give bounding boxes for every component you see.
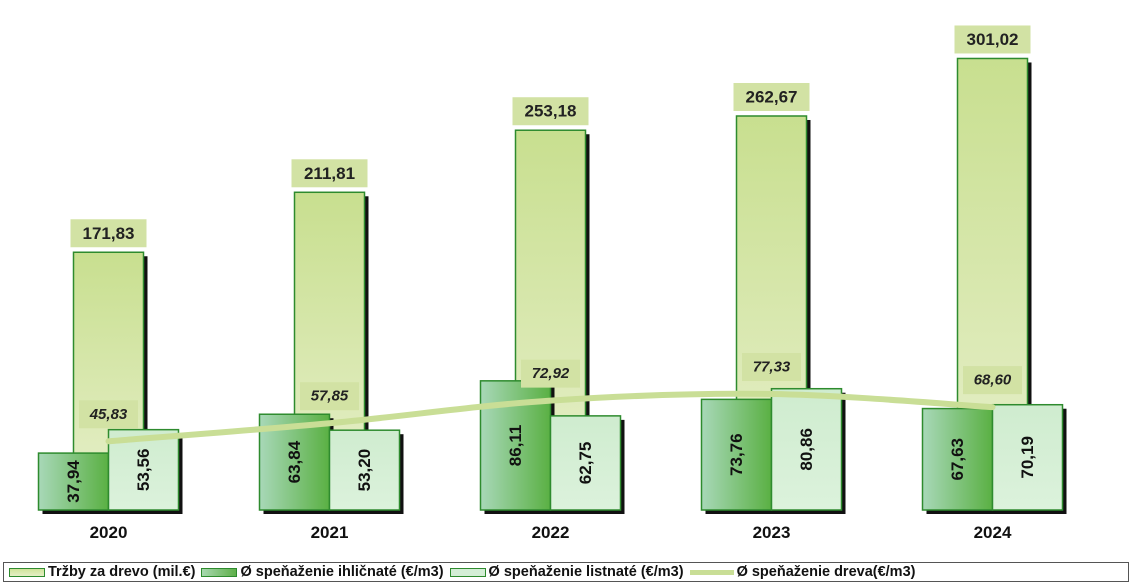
legend-swatch-ihlicnate xyxy=(201,567,238,577)
data-label-ihlicnate-2022: 86,11 xyxy=(506,425,525,467)
bar-ihlicnate-2024 xyxy=(921,407,994,511)
data-label-dreva-2021: 57,85 xyxy=(311,388,349,405)
data-label-ihlicnate-2024: 67,63 xyxy=(948,438,967,481)
data-label-trzby-2022: 253,18 xyxy=(525,102,577,121)
data-label-ihlicnate-2021: 63,84 xyxy=(285,440,304,483)
x-tick-2022: 2022 xyxy=(532,523,570,542)
legend-label-ihlicnate: Ø speňaženie ihličnaté (€/m3) xyxy=(240,564,444,580)
legend-label-dreva: Ø speňaženie dreva(€/m3) xyxy=(736,564,916,580)
legend-item-dreva: Ø speňaženie dreva(€/m3) xyxy=(689,564,916,580)
data-label-ihlicnate-2023: 73,76 xyxy=(727,433,746,476)
data-label-dreva-2021-box xyxy=(300,382,359,411)
data-label-trzby-2020: 171,83 xyxy=(83,224,135,243)
data-label-trzby-2021-box xyxy=(291,159,368,188)
bar-listnate-2022 xyxy=(549,415,622,511)
data-label-trzby-2022-box xyxy=(512,97,589,126)
data-label-dreva-2024: 68,60 xyxy=(974,372,1012,389)
legend-item-listnate: Ø speňaženie listnaté (€/m3) xyxy=(449,564,684,580)
data-label-trzby-2024: 301,02 xyxy=(967,30,1019,49)
legend-label-listnate: Ø speňaženie listnaté (€/m3) xyxy=(488,564,684,580)
bar-listnate-2024 xyxy=(991,403,1064,511)
bar-ihlicnate-2023 xyxy=(700,398,773,511)
legend-item-trzby: Tržby za drevo (mil.€) xyxy=(9,564,195,580)
data-label-dreva-2024-box xyxy=(963,366,1022,395)
series-spenazenie-dreva-line xyxy=(105,390,996,445)
bar-listnate-2023 xyxy=(770,387,843,511)
bar-ihlicnate-2020 xyxy=(37,452,110,511)
x-axis-ticks: 2020 2021 2022 2023 2024 xyxy=(90,523,1012,542)
data-label-dreva-2022: 72,92 xyxy=(532,365,570,382)
data-label-dreva-2022-box xyxy=(521,359,580,388)
legend: Tržby za drevo (mil.€) Ø speňaženie ihli… xyxy=(3,562,1129,582)
data-label-listnate-2022: 62,75 xyxy=(576,442,595,485)
data-label-trzby-2021: 211,81 xyxy=(304,164,355,183)
data-label-dreva-2023-box xyxy=(742,353,801,382)
bar-listnate-2021 xyxy=(328,429,401,511)
legend-item-ihlicnate: Ø speňaženie ihličnaté (€/m3) xyxy=(201,564,444,580)
data-label-listnate-2023: 80,86 xyxy=(797,428,816,471)
x-tick-2021: 2021 xyxy=(311,523,349,542)
x-tick-2023: 2023 xyxy=(753,523,791,542)
data-label-dreva-2023: 77,33 xyxy=(753,359,791,376)
data-label-dreva-2020-box xyxy=(79,400,138,429)
data-label-listnate-2020: 53,56 xyxy=(134,449,153,492)
legend-swatch-listnate xyxy=(449,567,486,577)
data-label-trzby-2023-box xyxy=(733,82,810,111)
data-label-listnate-2024: 70,19 xyxy=(1018,436,1037,479)
x-tick-2020: 2020 xyxy=(90,523,128,542)
data-label-listnate-2021: 53,20 xyxy=(355,449,374,492)
legend-swatch-trzby xyxy=(9,567,45,577)
legend-swatch-dreva xyxy=(689,569,734,575)
data-label-trzby-2024-box xyxy=(954,25,1031,54)
data-labels: 171,83 37,94 53,56 211,81 63,84 53,20 253,18 86… xyxy=(64,25,1037,503)
data-label-trzby-2023: 262,67 xyxy=(746,87,798,106)
data-label-ihlicnate-2020: 37,94 xyxy=(64,460,83,503)
data-label-trzby-2020-box xyxy=(70,219,147,248)
chart-plot-area: 171,83 37,94 53,56 211,81 63,84 53,20 253,18 86… xyxy=(37,25,1067,542)
legend-label-trzby: Tržby za drevo (mil.€) xyxy=(48,564,196,580)
x-tick-2024: 2024 xyxy=(974,523,1012,542)
data-label-dreva-2020: 45,83 xyxy=(89,406,128,423)
